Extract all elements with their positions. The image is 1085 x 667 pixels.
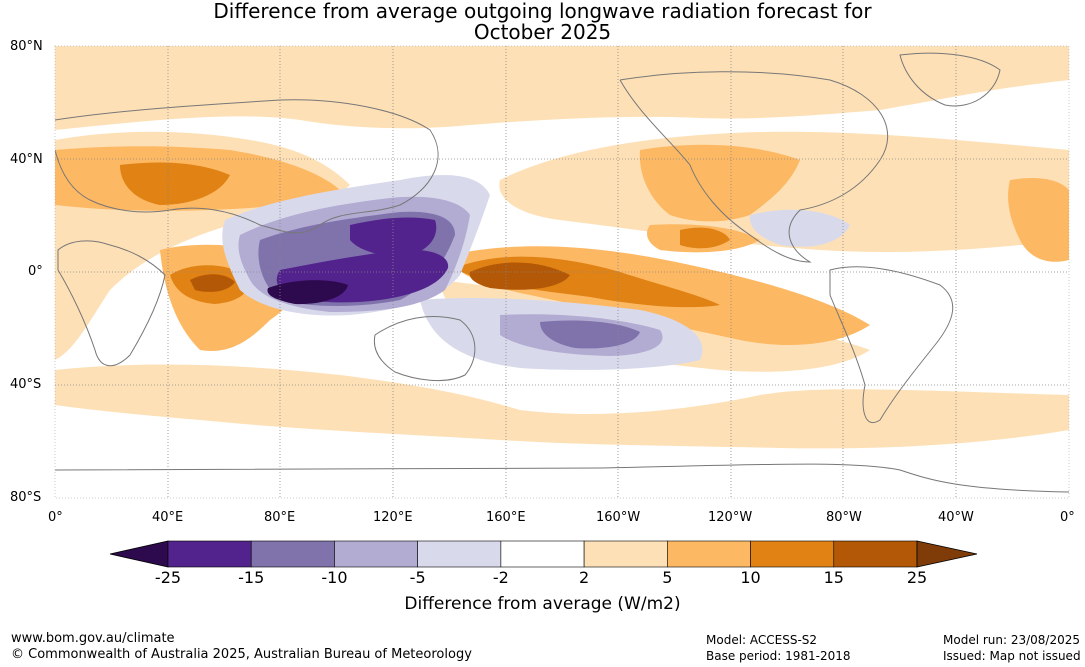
anomaly-field-light-purple-america	[749, 209, 850, 247]
anomaly-field-brown-indian-core	[190, 274, 235, 292]
colorbar-tick-label: 25	[906, 568, 928, 587]
coastline-north-america	[619, 71, 889, 263]
map-title-line2: October 2025	[473, 20, 612, 44]
colorbar-segment	[250, 540, 335, 568]
colorbar-segment	[417, 540, 502, 568]
lon-label-40w: 40°W	[938, 510, 974, 525]
map-title-line1: Difference from average outgoing longwav…	[213, 0, 872, 23]
coastline-south-america	[829, 266, 954, 423]
anomaly-field-dark-orange-eurasia	[120, 162, 230, 205]
anomaly-field-brown-pacific-core	[469, 262, 570, 290]
coastline-australia	[373, 315, 476, 381]
lat-label-40s: 40°S	[10, 377, 42, 392]
footer-model: Model: ACCESS-S2	[706, 633, 818, 647]
lon-label-160e: 160°E	[486, 510, 526, 525]
colorbar-tick-label: -15	[238, 568, 265, 587]
anomaly-field-mid-purple-south-pacific	[540, 320, 640, 349]
colorbar-title: Difference from average (W/m2)	[404, 594, 681, 614]
colorbar-tick-label: 15	[823, 568, 844, 587]
graticule	[55, 46, 1069, 498]
lon-label-120e: 120°E	[373, 510, 413, 525]
lon-label-80e: 80°E	[264, 510, 296, 525]
colorbar-extend-high	[916, 540, 978, 568]
anomaly-field-orange-north-pacific	[639, 144, 800, 222]
footer-issued: Issued: Map not issued	[943, 649, 1081, 663]
colorbar-tick-label: -2	[492, 568, 509, 587]
colorbar-segment	[583, 540, 668, 568]
colorbar-tick-label: 5	[662, 568, 673, 587]
lon-label-0-right: 0°	[1060, 510, 1075, 525]
anomaly-field-dark-purple-north	[350, 217, 437, 256]
colorbar-tick-label: -10	[321, 568, 348, 587]
footer-base-period: Base period: 1981-2018	[706, 649, 851, 663]
lon-label-120w: 120°W	[708, 510, 753, 525]
lon-label-160w: 160°W	[596, 510, 641, 525]
map-frame	[54, 45, 1070, 499]
anomaly-fields	[55, 46, 1069, 449]
lon-label-40e: 40°E	[152, 510, 184, 525]
anomaly-field-darkest-purple-core	[267, 280, 348, 305]
footer-copyright: © Commonwealth of Australia 2025, Austra…	[11, 647, 472, 662]
lon-label-80w: 80°W	[826, 510, 862, 525]
anomaly-field-orange-atlantic	[1008, 178, 1069, 262]
colorbar-segment	[167, 540, 252, 568]
colorbar-segment	[334, 540, 418, 568]
colorbar-segment	[667, 540, 751, 568]
colorbar-segment	[833, 540, 918, 568]
coastline-africa	[57, 240, 166, 367]
colorbar-segment	[750, 540, 835, 568]
anomaly-field-light-orange-north	[55, 46, 1069, 130]
colorbar-tick-label: 2	[579, 568, 590, 587]
colorbar-extend-low	[109, 540, 169, 568]
colorbar-tick-label: 10	[740, 568, 761, 587]
lon-label-0-left: 0°	[48, 510, 63, 525]
lat-label-0: 0°	[28, 264, 43, 279]
anomaly-field-dark-orange-na	[680, 227, 730, 249]
footer-model-run: Model run: 23/08/2025	[943, 633, 1081, 647]
lat-label-40n: 40°N	[10, 152, 43, 167]
coastline-antarctica	[55, 463, 1069, 493]
colorbar-tick-label: -25	[154, 568, 182, 587]
coastline-greenland	[899, 52, 1001, 107]
lat-label-80n: 80°N	[10, 39, 43, 54]
colorbar-segment	[500, 540, 585, 568]
anomaly-field-light-orange-south	[55, 364, 1069, 449]
colorbar	[109, 540, 978, 568]
coastlines	[55, 52, 1069, 493]
colorbar-tick-label: -5	[409, 568, 426, 587]
lat-label-80s: 80°S	[10, 490, 42, 505]
footer-url: www.bom.gov.au/climate	[11, 631, 175, 646]
